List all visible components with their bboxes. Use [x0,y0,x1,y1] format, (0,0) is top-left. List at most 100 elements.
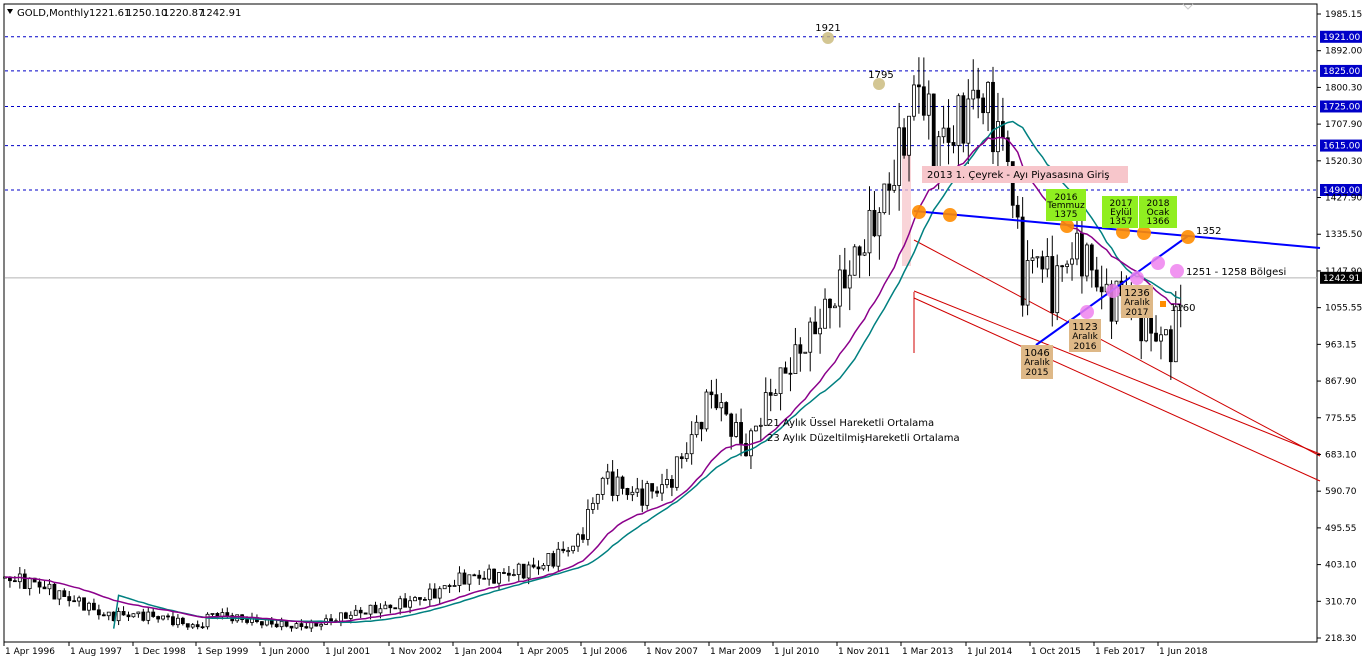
candle-body [210,613,215,615]
candle-body [793,344,798,374]
candle-body [492,568,496,584]
candle-body [52,583,57,600]
current-price-label: 1242.91 [1323,274,1360,284]
ohlc-low: 1220.87 [163,8,204,19]
dec-2015-box [1021,345,1053,379]
peak-marker [822,32,834,44]
candle-body [996,121,1000,153]
low-marker [1160,301,1166,307]
candle-body [77,597,81,602]
candle-body [650,483,655,492]
ohlc-open: 1221.61 [89,8,130,19]
candle-body [121,611,126,616]
candle-body [734,422,739,437]
candle-body [1094,269,1099,288]
candle-body [694,421,699,436]
x-tick-label: 1 Nov 2002 [390,647,442,657]
candle-body [1099,286,1104,293]
candle-body [175,617,180,626]
candle-body [294,623,299,629]
horizontal-levels: 1921.00 1825.00 1725.00 1615.00 1490.00 1242.… [5,30,1362,284]
resistance-marker [1116,225,1130,239]
trend-channel [913,239,1321,482]
candle-body [590,502,595,510]
candle-body [946,127,951,143]
level-label: 1615.00 [1323,142,1360,152]
candle-body [521,563,526,579]
candle-body [413,597,417,602]
support-marker [1151,256,1165,270]
ema21-line [4,136,1181,624]
resistance-marker [1181,230,1195,244]
candle-body [190,624,195,628]
dec-2016-value: 1123 [1072,322,1097,333]
sep-2017-year: 2017 [1110,199,1133,209]
candle-body [472,574,477,577]
legend-ema21: 21 Aylık Üssel Hareketli Ortalama [767,416,934,429]
jan-2018-box [1139,196,1177,228]
candle-body [482,577,487,580]
candle-body [808,321,813,353]
candle-body [245,619,249,623]
y-tick-label: 1800.30 [1325,83,1362,93]
candle-body [837,269,842,307]
candle-body [921,86,926,116]
candle-body [773,393,778,396]
scroll-marker-icon[interactable] [1182,3,1194,10]
candle-body [724,402,729,415]
peak-marker [873,78,885,90]
y-tick-label: 683.10 [1325,450,1357,460]
candle-body [1020,216,1025,306]
candle-body [689,434,694,455]
candle-body [551,553,556,567]
candle-body [1005,137,1010,162]
candle-body [684,453,689,460]
candle-body [363,612,368,615]
level-tag [1320,30,1362,43]
dec-2016-year: 2016 [1074,342,1097,352]
y-tick-label: 1427.90 [1325,194,1362,204]
dec-2016-month: Aralık [1072,332,1098,342]
candle-body [161,615,165,620]
candle-body [62,590,67,597]
candle-body [72,600,77,603]
candle-body [882,183,887,214]
candle-body [477,574,482,579]
dec-2015-value: 1046 [1024,348,1049,359]
level-tag [1320,139,1362,152]
candle-body [1154,332,1158,342]
candle-body [373,604,378,614]
level-label: 1825.00 [1323,67,1360,77]
candle-body [595,494,600,504]
candle-body [951,142,956,146]
candle-body [1025,260,1030,306]
candle-body [1178,304,1183,308]
level-label: 1725.00 [1323,102,1360,112]
plot-area[interactable] [3,3,1318,643]
candle-body [339,612,343,622]
candle-body [319,624,324,627]
y-tick-label: 1985.15 [1325,10,1362,20]
candle-body [852,246,857,276]
candle-body [635,488,640,493]
symbol-dropdown-icon[interactable] [7,9,13,14]
candle-body [803,351,808,354]
candle-body [96,609,101,616]
candle-body [284,621,289,627]
candle-body [403,598,408,608]
candle-body [82,597,86,611]
candle-body [195,624,200,628]
candle-body [976,89,981,99]
y-tick-label: 775.55 [1325,414,1357,424]
dec-2017-value: 1236 [1124,288,1149,299]
level-tag [1320,183,1362,196]
resistance-marker [912,205,926,219]
candle-body [171,616,175,626]
candle-body [166,615,170,618]
candle-body [12,580,17,583]
zone-label: 1251 - 1258 Bölgesi [1186,267,1286,278]
candle-body [576,534,580,547]
candle-body [660,484,664,494]
candle-body [1070,258,1074,265]
